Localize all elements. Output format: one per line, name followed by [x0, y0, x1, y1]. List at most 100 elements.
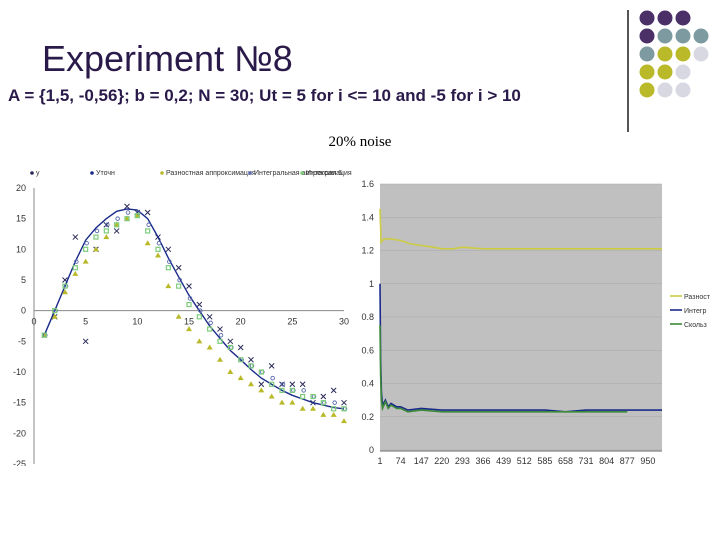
point-circle: [301, 388, 306, 393]
point-circle: [74, 259, 79, 264]
point-x: [144, 209, 151, 216]
point-square: [310, 393, 316, 400]
decor-dot: [657, 10, 673, 26]
y-tick-label: -20: [13, 428, 26, 438]
legend-marker: [160, 171, 164, 175]
point-x: [217, 326, 223, 332]
point-x: [72, 234, 79, 240]
point-x: [289, 381, 296, 388]
legend-marker: [300, 171, 304, 175]
y-tick-label: -5: [18, 336, 26, 346]
x-tick-label: 293: [455, 456, 470, 466]
divider-line: [627, 10, 629, 132]
y-tick-label: 1.4: [361, 212, 374, 222]
x-tick-label: 25: [287, 317, 297, 327]
point-square: [341, 406, 347, 412]
point-triangle: [72, 270, 79, 276]
y-tick-label: 5: [21, 275, 26, 285]
y-tick-label: 1.6: [361, 179, 374, 189]
point-x: [320, 393, 327, 400]
decor-dot: [639, 82, 655, 98]
decorative-dot-grid: [639, 10, 709, 98]
point-triangle: [155, 252, 161, 258]
x-tick-label: 74: [396, 456, 406, 466]
x-tick-label: 0: [31, 317, 36, 327]
point-square: [52, 308, 58, 314]
point-triangle: [320, 411, 327, 417]
point-x: [268, 363, 275, 369]
point-triangle: [82, 258, 89, 264]
x-tick-label: 5: [83, 317, 88, 327]
x-tick-label: 366: [476, 456, 491, 466]
slide-title: Experiment №8: [42, 38, 293, 79]
point-x: [237, 344, 244, 351]
point-square: [207, 326, 213, 332]
point-square: [217, 338, 223, 344]
point-square: [269, 381, 275, 387]
point-x: [341, 399, 347, 406]
point-triangle: [175, 313, 182, 319]
decor-dot: [675, 10, 691, 26]
point-square: [248, 363, 254, 369]
point-triangle: [165, 283, 172, 289]
point-triangle: [103, 234, 110, 240]
point-circle: [177, 277, 182, 283]
point-triangle: [310, 405, 316, 411]
point-triangle: [93, 246, 99, 252]
point-square: [176, 283, 182, 289]
decor-dot: [693, 46, 709, 62]
x-tick-label: 20: [236, 317, 246, 327]
point-square: [72, 265, 78, 271]
slide-subtitle: A = {1,5, -0,56}; b = 0,2; N = 30; Ut = …: [8, 86, 521, 105]
x-tick-label: 220: [434, 456, 449, 466]
scatter-chart: 20 15 10 5 0 -5 -10 -15 -20 -25 0 5 10 15 20 25 30 у Уточн…: [13, 170, 352, 466]
point-square: [227, 344, 233, 351]
legend-marker: [248, 171, 252, 175]
x-tick-label: 804: [599, 456, 614, 466]
point-triangle: [186, 326, 192, 332]
y-tick-label: 0: [21, 306, 26, 316]
legend-marker: [90, 171, 94, 175]
point-circle: [115, 216, 120, 221]
point-circle: [208, 320, 213, 326]
point-triangle: [62, 289, 68, 295]
point-square: [41, 332, 47, 338]
decor-dot: [675, 64, 691, 80]
point-triangle: [289, 399, 296, 405]
point-circle: [156, 240, 162, 246]
decor-dot: [657, 82, 673, 98]
x-tick-label: 658: [558, 456, 573, 466]
point-circle: [105, 222, 110, 228]
point-x: [330, 387, 337, 394]
point-circle: [167, 259, 172, 264]
x-tick-label: 950: [640, 456, 655, 466]
point-square: [258, 369, 264, 375]
point-triangle: [341, 418, 347, 424]
y-tick-label: 1.2: [361, 246, 374, 256]
point-circle: [198, 308, 203, 313]
point-x: [206, 313, 213, 320]
point-x: [165, 246, 172, 253]
legend-label: Интеграл 6: [306, 170, 342, 177]
y-tick-label: -25: [13, 459, 26, 466]
point-square: [155, 246, 161, 252]
point-square: [238, 357, 244, 363]
point-square: [124, 216, 130, 222]
legend-label: Скольз: [684, 322, 707, 329]
y-tick-label: 10: [16, 244, 26, 254]
point-square: [289, 387, 295, 393]
x-tick-label: 1: [377, 456, 382, 466]
point-square: [93, 234, 99, 240]
x-tick-label: 147: [414, 456, 429, 466]
y-tick-label: 15: [16, 214, 26, 224]
legend-label: у: [36, 170, 40, 177]
x-tick-label: 30: [339, 317, 349, 327]
point-x: [299, 381, 306, 388]
decor-dot: [675, 46, 691, 62]
point-x: [175, 264, 182, 271]
point-x: [227, 338, 234, 345]
point-circle: [125, 210, 131, 215]
point-square: [186, 301, 192, 308]
point-circle: [84, 240, 89, 246]
x-tick-label: 877: [620, 456, 635, 466]
